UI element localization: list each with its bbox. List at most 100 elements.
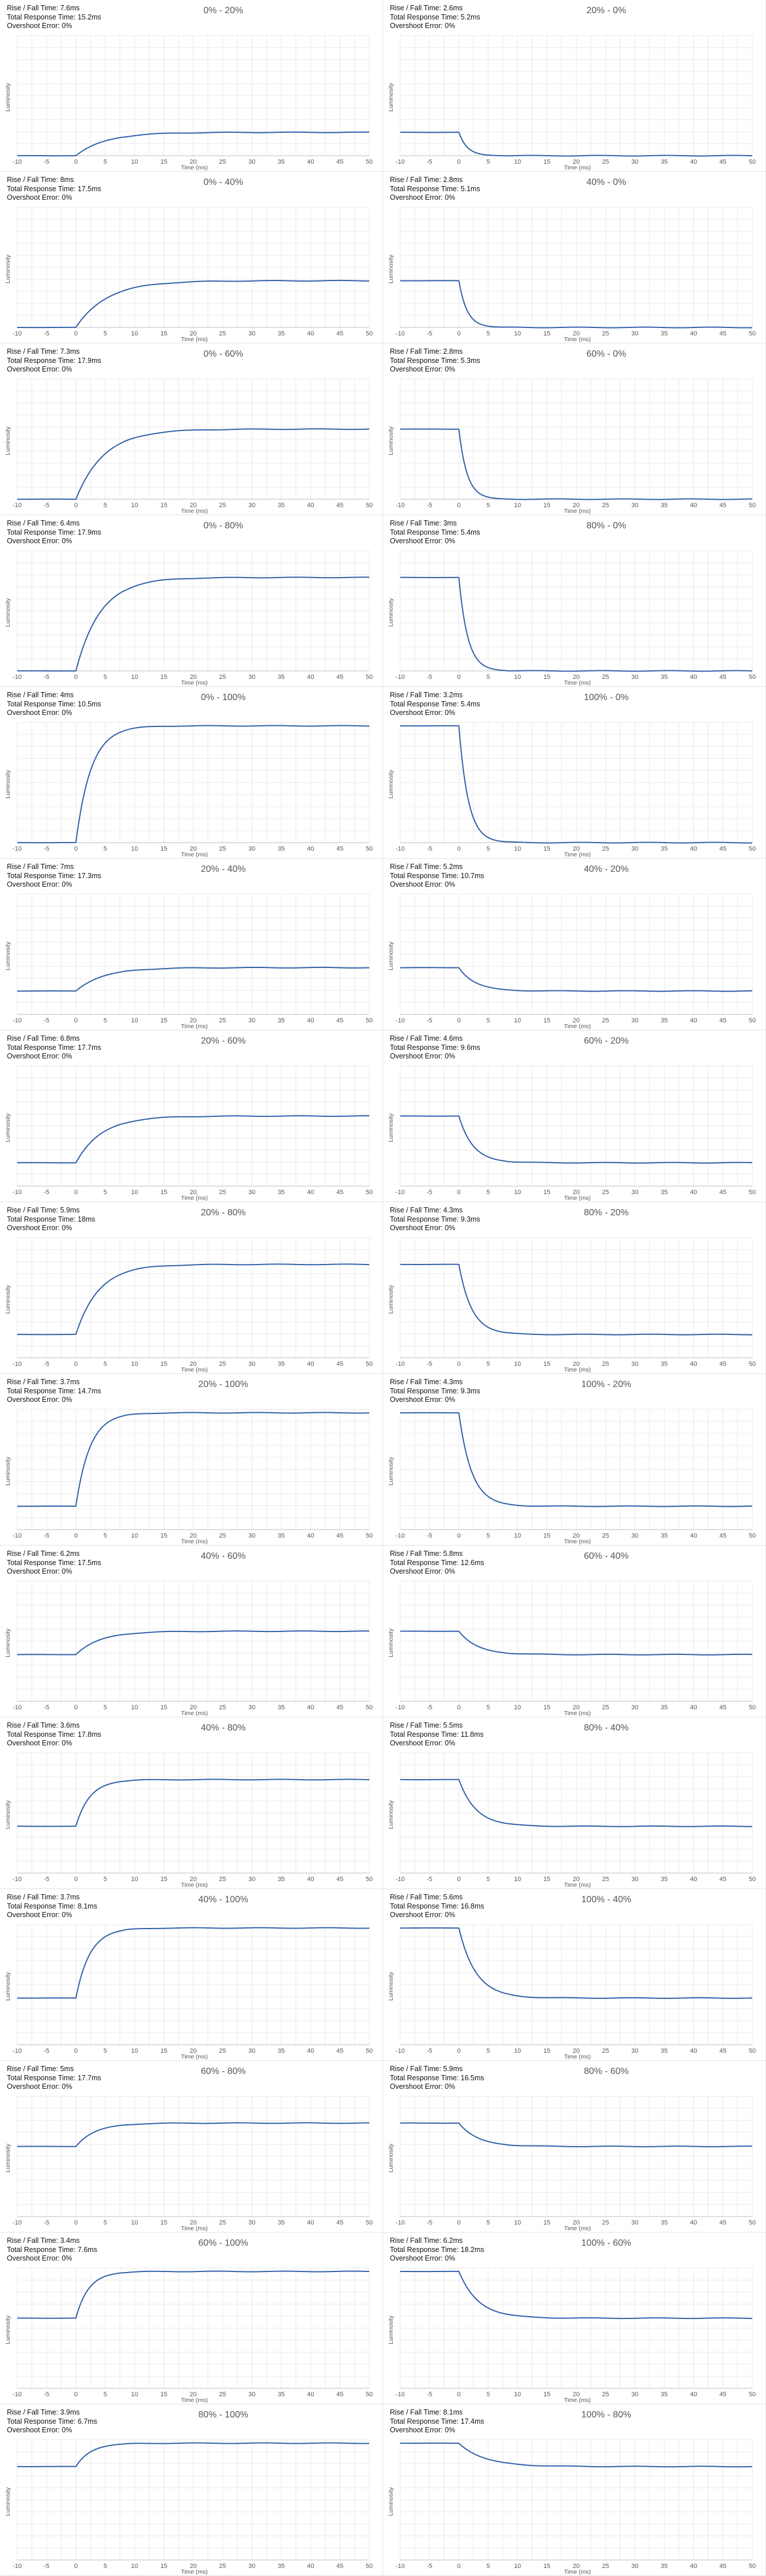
x-tick-label: 35 <box>278 2563 285 2570</box>
rise-fall-time-label: Rise / Fall Time: <box>390 2408 444 2416</box>
x-tick-label: -10 <box>396 330 405 337</box>
x-tick-label: -5 <box>427 2563 432 2570</box>
x-tick-label: 35 <box>661 1361 668 1368</box>
y-axis-label: Luminosity <box>388 769 394 799</box>
x-tick-label: 20 <box>572 2219 579 2226</box>
line-chart: -10 -5 0 5 10 15 20 25 30 35 40 45 50 Time (ms) Lumino… <box>388 550 756 686</box>
total-response-time: Total Response Time: 17.9ms <box>7 357 101 366</box>
luminosity-series-line <box>17 1115 370 1164</box>
rise-fall-time-label: Rise / Fall Time: <box>7 347 61 355</box>
x-tick-label: 45 <box>720 2563 726 2570</box>
x-tick-label: -10 <box>13 159 22 165</box>
response-metrics: Rise / Fall Time: 3.2ms Total Response Ti… <box>390 691 480 718</box>
gridlines <box>400 722 753 843</box>
rise-fall-time-value: 5.8ms <box>443 1550 463 1558</box>
line-chart: -10 -5 0 5 10 15 20 25 30 35 40 45 50 Time (ms) Lumino… <box>388 1065 756 1202</box>
x-tick-label: -10 <box>13 1704 22 1711</box>
luminosity-series-line <box>400 725 753 844</box>
x-tick-label: 25 <box>219 2219 226 2226</box>
gridlines <box>17 894 370 1015</box>
overshoot-error-value: 0% <box>61 880 72 888</box>
x-tick-label: -5 <box>427 674 432 681</box>
x-tick-label: 10 <box>131 2048 138 2055</box>
x-tick-label: 30 <box>248 2048 255 2055</box>
x-tick-label: 25 <box>602 502 609 509</box>
line-chart: -10 -5 0 5 10 15 20 25 30 35 40 45 50 Time (ms) Lumino… <box>5 1237 373 1373</box>
x-tick-label: 40 <box>307 1704 314 1711</box>
x-tick-label: 35 <box>278 2048 285 2055</box>
chart-title: 0% - 100% <box>200 693 246 702</box>
overshoot-error: Overshoot Error: 0% <box>7 537 101 546</box>
x-tick-label: -10 <box>13 1361 22 1368</box>
x-tick-label: 25 <box>602 2563 609 2570</box>
overshoot-error-label: Overshoot Error: <box>390 1224 445 1232</box>
luminosity-series-line <box>17 725 370 844</box>
total-response-time: Total Response Time: 10.5ms <box>7 700 101 709</box>
overshoot-error: Overshoot Error: 0% <box>7 709 101 718</box>
x-tick-label: 40 <box>690 846 697 852</box>
x-tick-label: 30 <box>631 1189 638 1196</box>
x-tick-label: -10 <box>396 1017 405 1024</box>
x-tick-label: 50 <box>366 2219 373 2226</box>
rise-fall-time: Rise / Fall Time: 4.3ms <box>390 1206 480 1215</box>
x-tick-label: -5 <box>427 159 432 165</box>
x-axis-label: Time (ms) <box>564 2397 591 2404</box>
gridlines <box>17 1409 370 1530</box>
rise-fall-time-value: 4ms <box>60 691 74 699</box>
overshoot-error: Overshoot Error: 0% <box>7 1567 101 1577</box>
x-tick-label: 0 <box>457 1361 460 1368</box>
total-response-time-value: 17.7ms <box>77 1043 101 1052</box>
chart-title: 80% - 100% <box>198 2410 248 2420</box>
x-tick-label: 25 <box>219 1876 226 1883</box>
y-axis-label: Luminosity <box>5 1113 11 1142</box>
x-tick-label: 45 <box>337 2048 343 2055</box>
chart-panel: -10 -5 0 5 10 15 20 25 30 35 40 45 50 Time (ms) Lumino… <box>0 2061 383 2233</box>
x-tick-label: 25 <box>219 1017 226 1024</box>
total-response-time: Total Response Time: 9.6ms <box>390 1044 480 1053</box>
x-tick-label: 25 <box>219 1704 226 1711</box>
rise-fall-time-value: 4.6ms <box>443 1034 463 1042</box>
line-chart: -10 -5 0 5 10 15 20 25 30 35 40 45 50 Time (ms) Lumino… <box>388 1924 756 2060</box>
x-axis-label: Time (ms) <box>564 336 591 343</box>
x-axis-label: Time (ms) <box>564 508 591 515</box>
x-tick-label: 25 <box>219 2391 226 2398</box>
gridlines <box>400 207 753 328</box>
x-tick-label: 40 <box>307 846 314 852</box>
response-metrics: Rise / Fall Time: 7.6ms Total Response Ti… <box>7 4 101 31</box>
rise-fall-time-label: Rise / Fall Time: <box>7 1034 61 1042</box>
luminosity-series-line <box>17 1630 370 1656</box>
total-response-time-value: 10.7ms <box>460 871 484 880</box>
total-response-time-value: 8.1ms <box>77 1902 97 1910</box>
x-tick-label: 0 <box>74 2048 77 2055</box>
overshoot-error-value: 0% <box>61 1396 72 1404</box>
rise-fall-time: Rise / Fall Time: 6.4ms <box>7 519 101 528</box>
x-tick-label: 45 <box>720 2391 726 2398</box>
total-response-time: Total Response Time: 14.7ms <box>7 1387 101 1396</box>
x-tick-label: 30 <box>631 2048 638 2055</box>
x-tick-label: 35 <box>278 674 285 681</box>
x-tick-label: 45 <box>337 502 343 509</box>
rise-fall-time-label: Rise / Fall Time: <box>7 176 61 184</box>
rise-fall-time-label: Rise / Fall Time: <box>390 347 444 355</box>
chart-title: 40% - 60% <box>200 1551 246 1561</box>
line-chart: -10 -5 0 5 10 15 20 25 30 35 40 45 50 Time (ms) Lumino… <box>5 207 373 343</box>
x-tick-label: 5 <box>104 502 107 509</box>
x-tick-label: 30 <box>631 1361 638 1368</box>
rise-fall-time-label: Rise / Fall Time: <box>390 4 444 12</box>
total-response-time-label: Total Response Time: <box>7 1558 78 1567</box>
x-tick-label: 20 <box>189 1876 196 1883</box>
overshoot-error: Overshoot Error: 0% <box>390 2254 484 2263</box>
overshoot-error: Overshoot Error: 0% <box>7 193 101 203</box>
overshoot-error: Overshoot Error: 0% <box>7 1911 97 1920</box>
x-tick-label: 0 <box>74 2391 77 2398</box>
x-axis-label: Time (ms) <box>181 164 208 171</box>
rise-fall-time-value: 8ms <box>60 176 74 184</box>
x-tick-label: 20 <box>189 1017 196 1024</box>
line-chart: -10 -5 0 5 10 15 20 25 30 35 40 45 50 Time (ms) Lumino… <box>5 1752 373 1888</box>
x-axis-label: Time (ms) <box>181 336 208 343</box>
x-tick-label: -10 <box>13 1876 22 1883</box>
response-metrics: Rise / Fall Time: 2.6ms Total Response Ti… <box>390 4 480 31</box>
overshoot-error-label: Overshoot Error: <box>390 1739 445 1747</box>
rise-fall-time: Rise / Fall Time: 4ms <box>7 691 101 700</box>
total-response-time-label: Total Response Time: <box>390 2417 461 2425</box>
